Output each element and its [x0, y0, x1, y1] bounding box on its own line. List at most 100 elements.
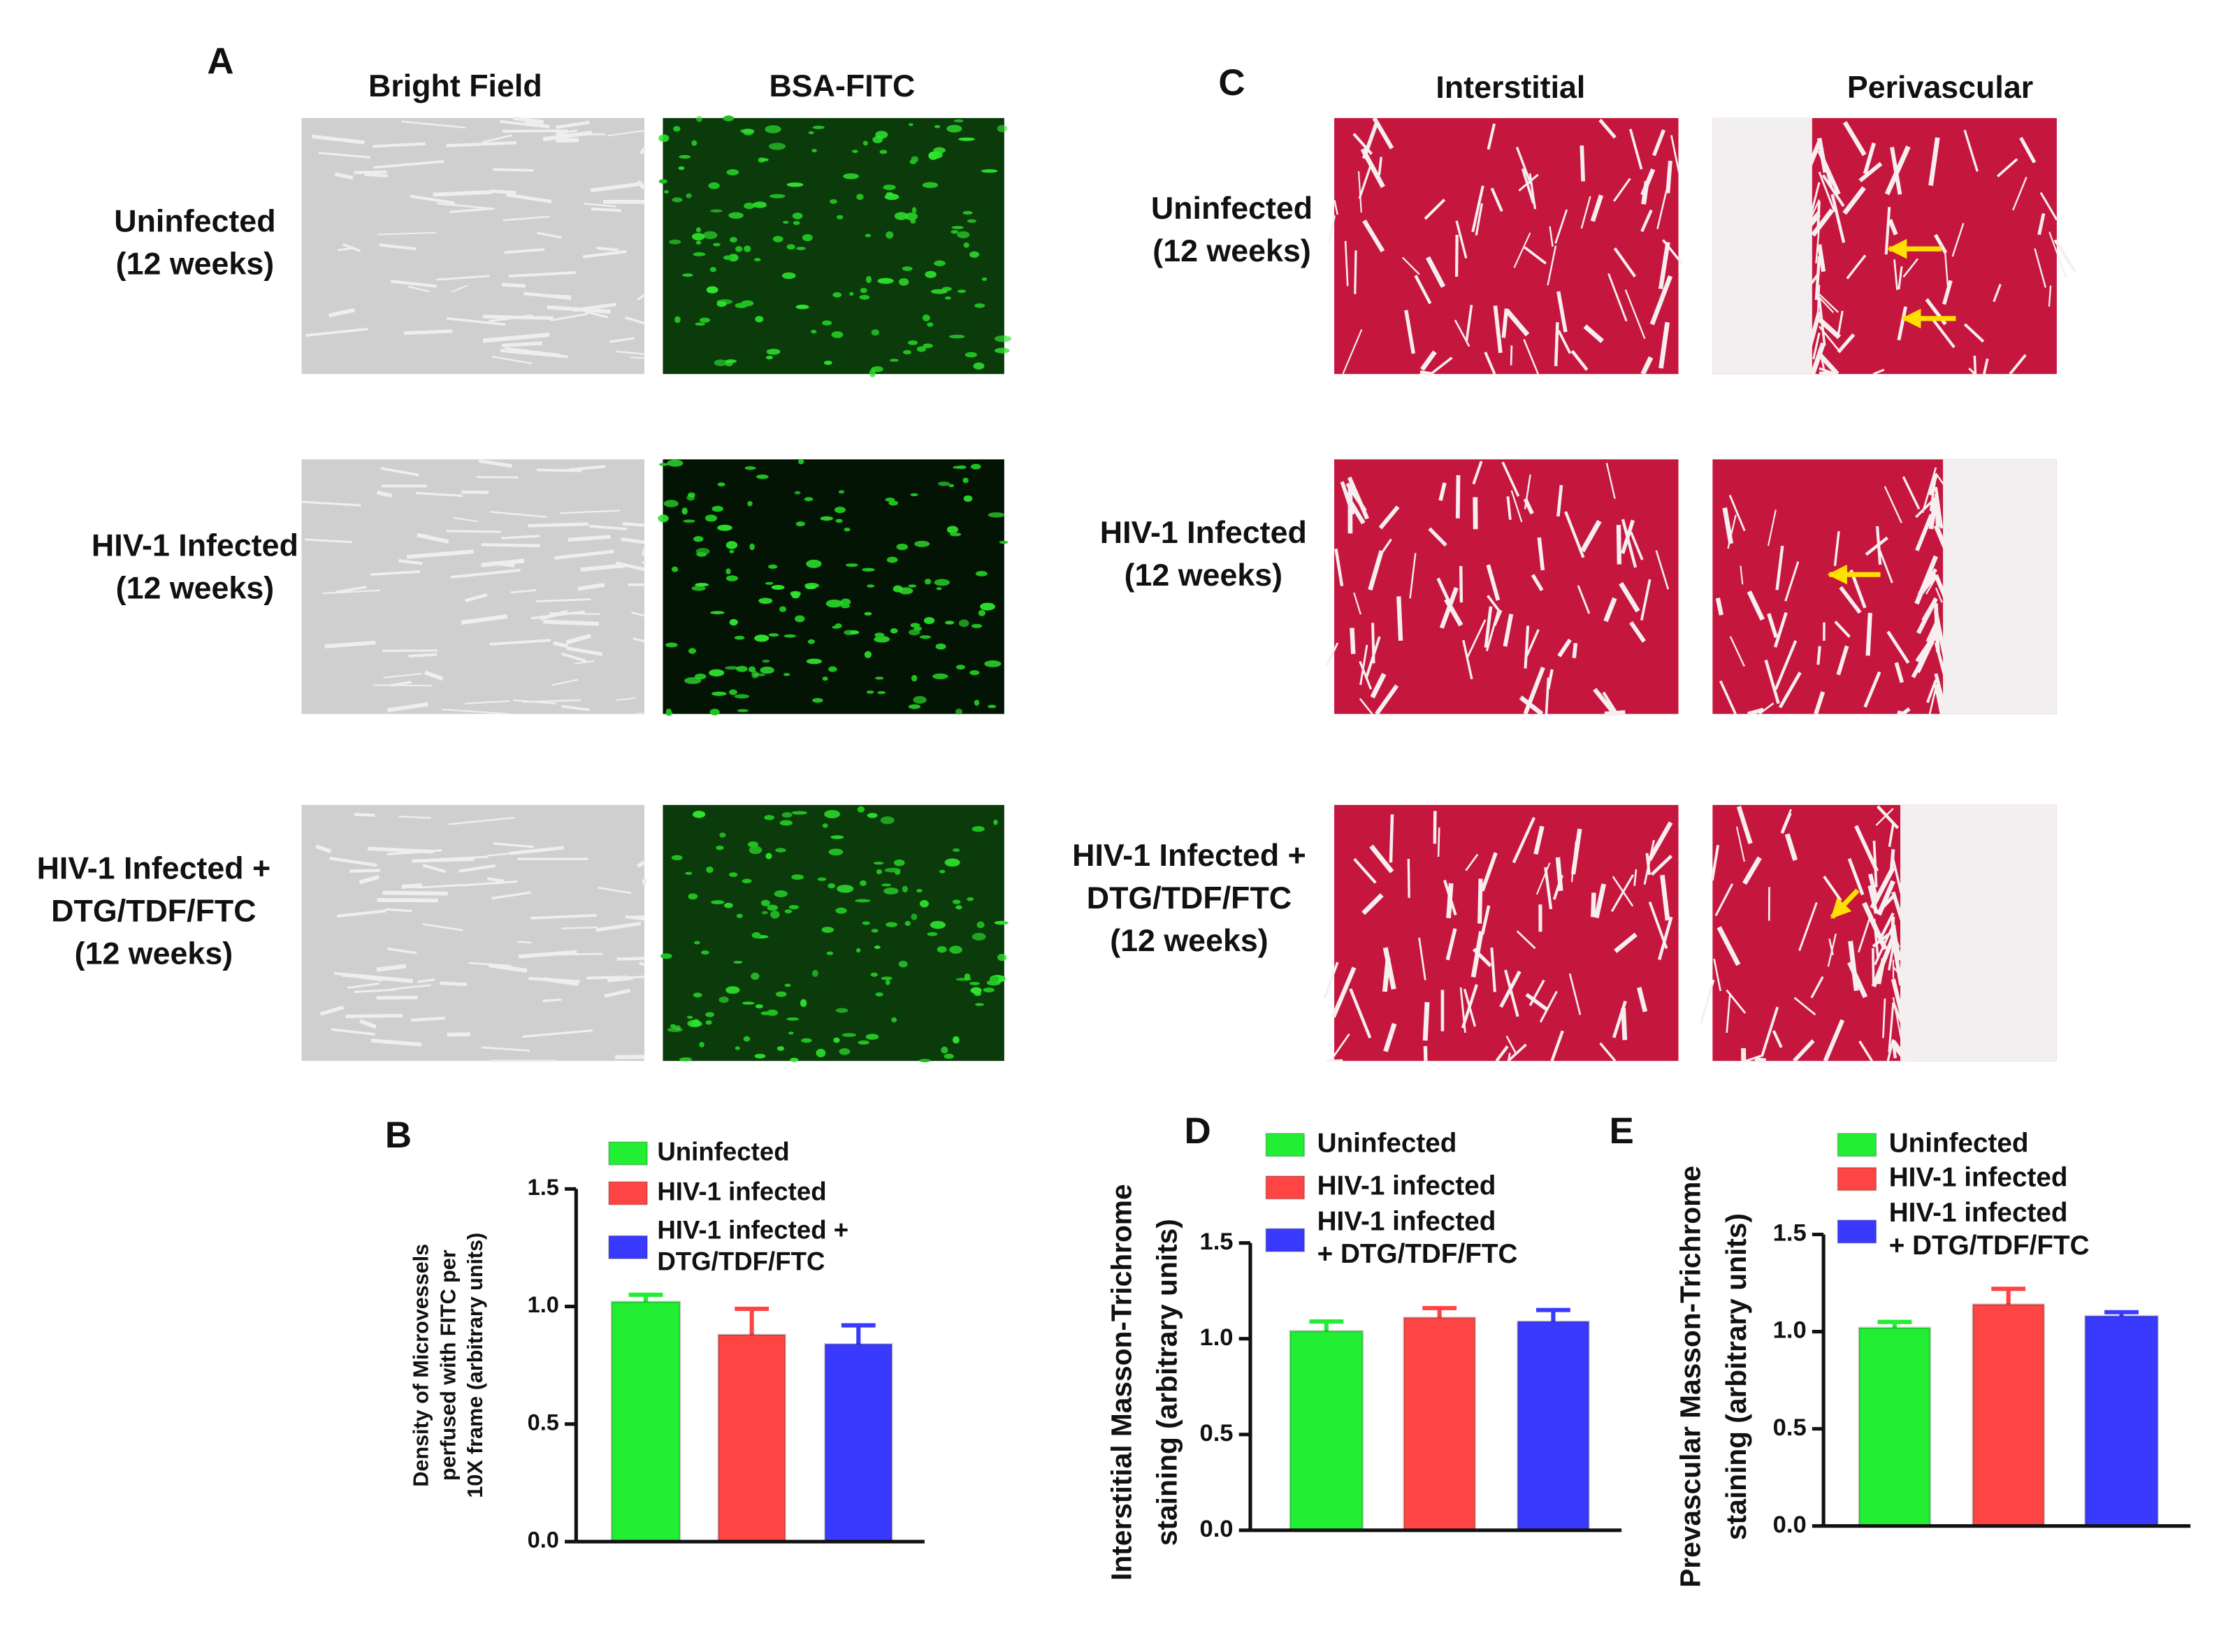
texture	[377, 231, 436, 236]
texture	[1915, 496, 1937, 519]
texture	[914, 540, 930, 547]
texture	[461, 614, 508, 625]
bar	[2084, 1314, 2159, 1528]
texture	[880, 816, 895, 825]
texture	[974, 700, 980, 706]
texture	[1352, 133, 1373, 155]
texture	[886, 979, 890, 985]
texture	[1359, 644, 1368, 686]
texture	[1504, 969, 1519, 1017]
texture	[561, 704, 590, 711]
texture	[893, 859, 905, 867]
bar	[717, 1333, 787, 1543]
texture	[874, 632, 885, 637]
texture	[934, 260, 946, 267]
texture	[865, 275, 872, 284]
texture	[408, 653, 438, 658]
texture	[831, 331, 844, 338]
texture	[1805, 311, 1822, 359]
texture	[1814, 256, 1821, 300]
texture	[710, 209, 723, 213]
texture	[981, 169, 998, 173]
texture	[955, 905, 962, 910]
texture	[699, 317, 711, 323]
texture	[1649, 275, 1673, 326]
texture	[1383, 1022, 1397, 1052]
texture	[1735, 826, 1745, 862]
texture	[1556, 291, 1568, 333]
texture	[1911, 641, 1935, 679]
texture	[642, 548, 646, 556]
texture	[501, 341, 543, 347]
texture	[729, 689, 737, 695]
texture	[1934, 683, 1944, 715]
texture	[997, 953, 1007, 962]
texture	[1884, 486, 1902, 523]
texture	[568, 535, 611, 542]
legend-label: HIV-1 infected	[1888, 1162, 2068, 1193]
texture	[458, 864, 496, 873]
row-label: (12 weeks)	[1110, 923, 1268, 958]
texture	[364, 173, 388, 177]
texture	[1361, 893, 1384, 915]
texture	[751, 932, 761, 939]
texture	[783, 634, 796, 638]
texture	[609, 337, 635, 343]
texture	[724, 902, 733, 908]
texture	[944, 296, 951, 300]
texture	[1719, 680, 1737, 715]
texture	[1361, 122, 1379, 159]
texture	[908, 704, 921, 709]
legend-entry: HIV-1 infected	[1317, 1171, 1496, 1201]
texture	[1333, 200, 1338, 215]
texture	[1503, 614, 1514, 647]
texture	[944, 858, 960, 867]
texture	[622, 522, 645, 527]
texture	[886, 556, 898, 563]
texture	[822, 676, 828, 681]
row-label: HIV-1 Infected	[92, 528, 298, 563]
texture	[919, 1059, 931, 1063]
texture	[874, 945, 881, 949]
texture	[811, 329, 817, 334]
texture	[881, 976, 892, 980]
texture	[1485, 609, 1500, 651]
texture	[1736, 806, 1753, 845]
texture	[535, 598, 591, 602]
texture	[1915, 514, 1934, 551]
texture	[1837, 333, 1856, 354]
texture	[1480, 905, 1491, 935]
texture	[468, 962, 512, 967]
texture	[1557, 330, 1572, 354]
texture	[952, 848, 960, 853]
row-label: HIV-1 Infected +	[37, 850, 271, 885]
texture	[936, 587, 942, 590]
texture	[1891, 891, 1909, 936]
texture	[744, 245, 751, 252]
row-label: DTG/TDF/FTC	[1087, 881, 1292, 915]
texture	[770, 910, 780, 919]
texture	[671, 855, 683, 861]
legend-swatch	[608, 1235, 649, 1260]
texture	[802, 234, 813, 242]
texture	[858, 1040, 869, 1045]
texture	[1797, 213, 1821, 241]
texture	[862, 567, 875, 572]
texture	[1629, 621, 1646, 643]
texture	[359, 875, 380, 885]
texture	[762, 659, 770, 663]
texture	[1858, 161, 1883, 182]
texture	[916, 346, 927, 352]
texture	[898, 960, 908, 968]
texture	[1657, 916, 1673, 960]
texture	[1430, 356, 1453, 375]
texture	[1633, 869, 1638, 886]
texture	[1554, 209, 1568, 244]
texture	[976, 921, 985, 929]
texture	[760, 1011, 770, 1015]
texture	[927, 322, 934, 327]
texture	[1891, 978, 1906, 1023]
texture	[667, 1027, 683, 1032]
texture	[729, 237, 737, 243]
texture	[401, 120, 466, 129]
